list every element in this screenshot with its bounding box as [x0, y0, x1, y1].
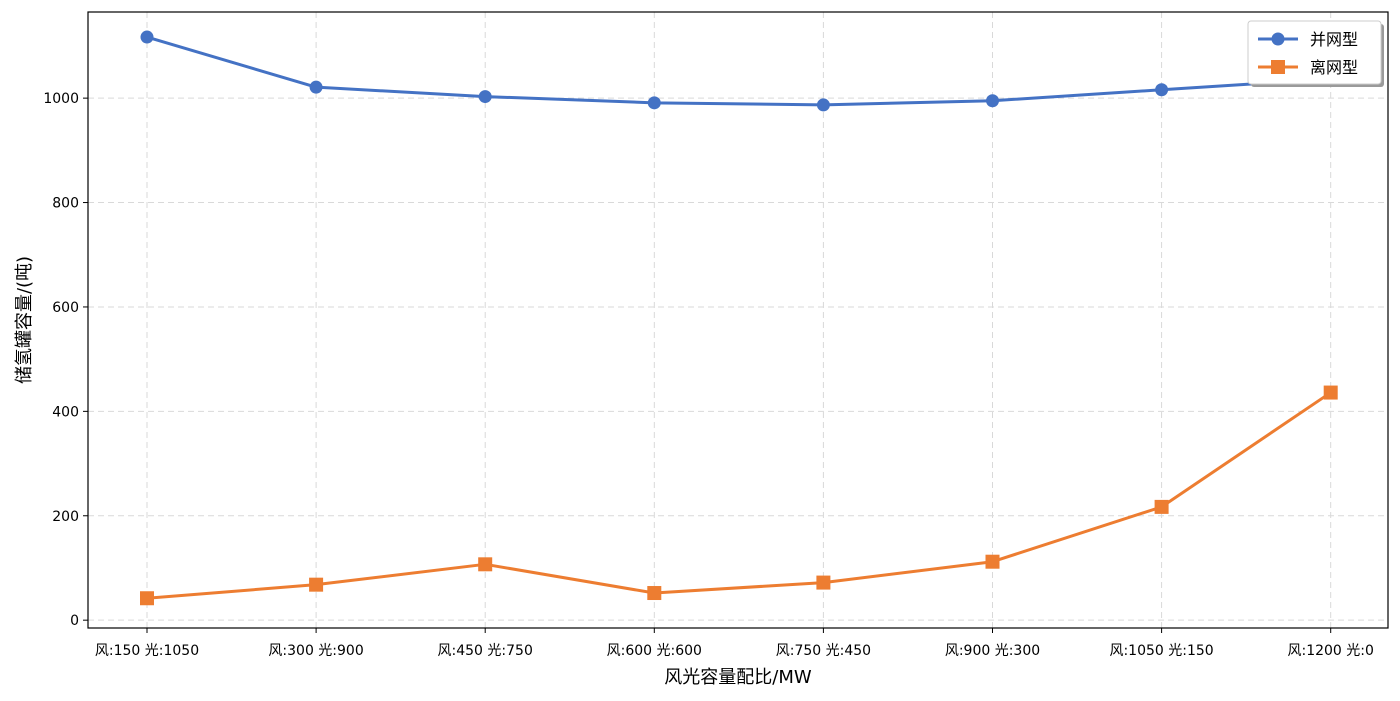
legend-entry: 离网型	[1258, 58, 1358, 77]
data-point	[309, 577, 324, 592]
y-tick-label: 1000	[43, 91, 79, 107]
legend-marker	[1271, 32, 1285, 46]
y-tick-label: 0	[70, 613, 79, 629]
x-tick-label: 风:900 光:300	[945, 643, 1040, 659]
x-tick-label: 风:1200 光:0	[1287, 643, 1373, 659]
data-point	[816, 575, 831, 590]
x-tick-label: 风:450 光:750	[438, 643, 533, 659]
data-point	[478, 557, 493, 572]
data-point	[140, 30, 154, 44]
y-axis-title: 储氢罐容量/(吨)	[14, 256, 35, 384]
data-point	[1154, 499, 1169, 514]
x-tick-label: 风:1050 光:150	[1109, 643, 1213, 659]
y-tick-label: 600	[52, 300, 79, 316]
y-tick-label: 800	[52, 196, 79, 212]
data-point	[816, 98, 830, 112]
data-point	[1323, 385, 1338, 400]
legend-entry: 并网型	[1258, 30, 1358, 49]
data-point	[986, 94, 999, 108]
data-point	[647, 96, 661, 110]
data-point	[140, 591, 154, 606]
series-2	[140, 385, 1338, 606]
x-axis-title: 风光容量配比/MW	[664, 667, 812, 688]
grid	[88, 12, 1388, 628]
x-tick-label: 风:600 光:600	[607, 643, 702, 659]
data-point	[647, 586, 662, 601]
series-line	[146, 35, 1331, 107]
y-tick-label: 400	[52, 404, 79, 420]
y-tick-label: 200	[52, 509, 79, 525]
axis-ticks: 风:150 光:1050 风:300 光:900 风:450 光:750 风:600 …	[43, 91, 1374, 659]
plot-frame	[87, 11, 1389, 629]
series-1	[140, 30, 1338, 112]
data-point	[985, 554, 1000, 569]
legend-marker	[1271, 60, 1285, 74]
x-tick-label: 风:750 光:450	[776, 643, 871, 659]
legend-label: 离网型	[1310, 58, 1358, 77]
series-group	[140, 30, 1338, 606]
legend-label: 并网型	[1310, 30, 1358, 49]
data-point	[478, 90, 492, 104]
x-tick-label: 风:150 光:1050	[95, 643, 199, 659]
series-line	[146, 391, 1332, 600]
data-point	[1155, 83, 1169, 97]
x-tick-label: 风:300 光:900	[268, 643, 363, 659]
data-point	[309, 80, 323, 94]
